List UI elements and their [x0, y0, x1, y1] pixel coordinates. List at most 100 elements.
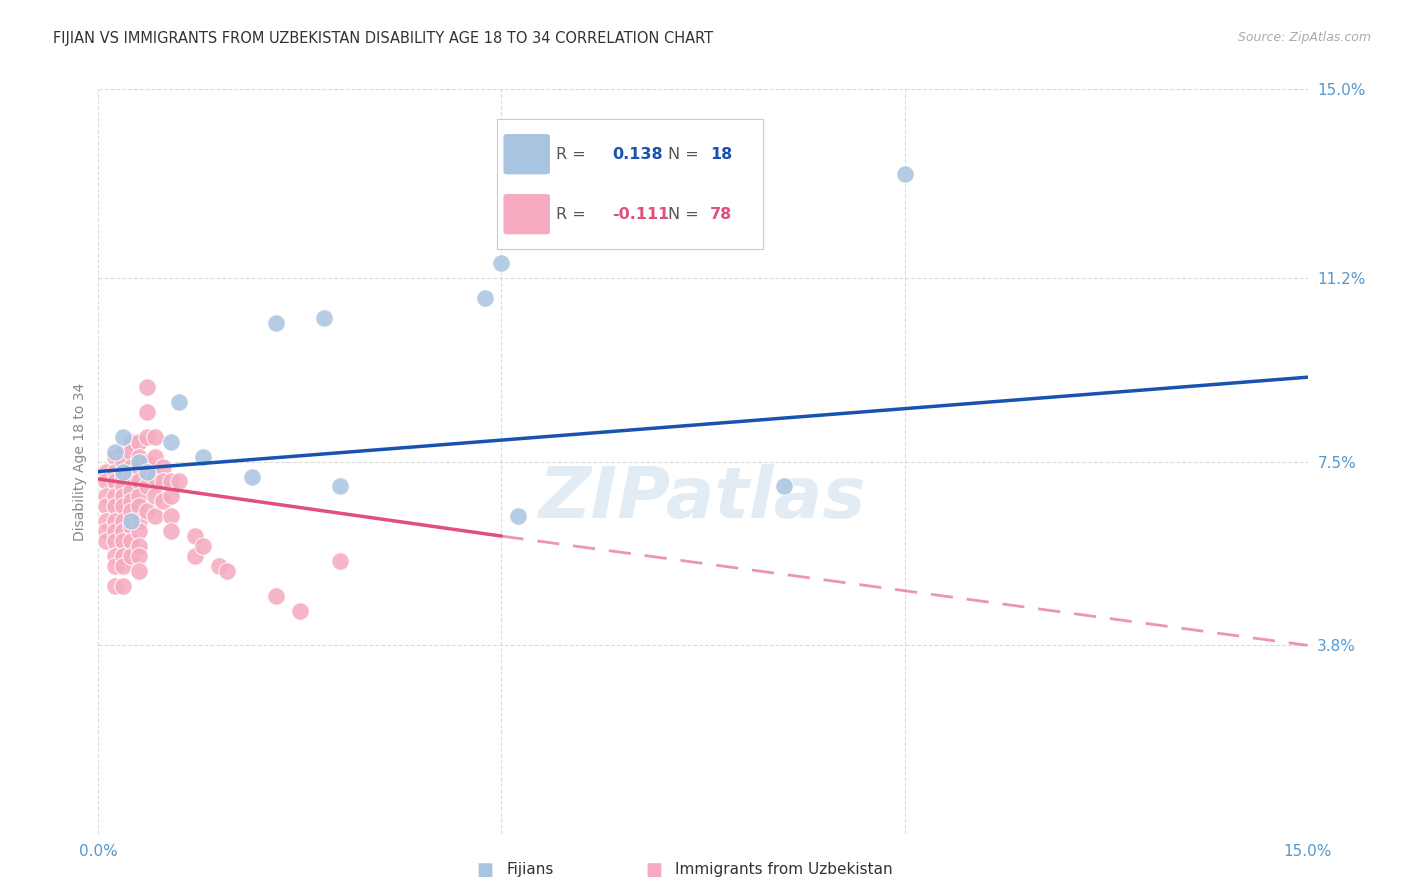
Point — [772, 479, 794, 493]
Point — [184, 529, 207, 543]
Point — [96, 524, 118, 538]
Text: Immigrants from Uzbekistan: Immigrants from Uzbekistan — [675, 863, 893, 877]
Point — [135, 465, 157, 479]
Point — [111, 430, 134, 444]
Point — [96, 534, 118, 549]
Point — [111, 558, 134, 573]
Text: Source: ZipAtlas.com: Source: ZipAtlas.com — [1237, 31, 1371, 45]
Point — [474, 291, 496, 305]
Point — [143, 430, 166, 444]
Point — [208, 558, 231, 573]
Point — [329, 554, 352, 568]
Point — [167, 395, 190, 409]
Point — [160, 489, 183, 503]
Point — [103, 450, 125, 464]
Point — [111, 524, 134, 538]
Point — [103, 500, 125, 514]
Point — [111, 454, 134, 468]
Point — [314, 310, 336, 325]
Point — [120, 549, 142, 563]
Point — [111, 579, 134, 593]
Point — [135, 430, 157, 444]
Point — [128, 434, 150, 449]
Point — [506, 509, 529, 524]
Point — [120, 519, 142, 533]
Point — [288, 603, 311, 617]
Text: Fijians: Fijians — [506, 863, 554, 877]
Point — [184, 549, 207, 563]
Point — [111, 489, 134, 503]
Point — [96, 475, 118, 489]
Point — [120, 469, 142, 483]
Point — [111, 465, 134, 479]
Point — [96, 465, 118, 479]
Point — [120, 434, 142, 449]
Point — [128, 539, 150, 553]
Point — [152, 475, 174, 489]
Point — [152, 459, 174, 474]
Point — [120, 514, 142, 528]
Point — [103, 489, 125, 503]
Point — [143, 450, 166, 464]
Point — [264, 316, 287, 330]
Point — [128, 475, 150, 489]
Point — [103, 475, 125, 489]
Point — [193, 539, 215, 553]
Point — [329, 479, 352, 493]
Point — [111, 500, 134, 514]
Point — [120, 459, 142, 474]
Point — [103, 465, 125, 479]
Point — [111, 549, 134, 563]
Text: ■: ■ — [477, 861, 494, 879]
Point — [135, 405, 157, 419]
Point — [120, 504, 142, 518]
Point — [135, 504, 157, 518]
Text: ZIPatlas: ZIPatlas — [540, 465, 866, 533]
Point — [135, 454, 157, 468]
Text: ■: ■ — [645, 861, 662, 879]
Point — [96, 489, 118, 503]
Point — [491, 256, 513, 270]
Point — [128, 500, 150, 514]
Point — [111, 444, 134, 458]
Point — [128, 454, 150, 468]
Point — [128, 564, 150, 578]
Point — [96, 514, 118, 528]
Point — [240, 469, 263, 483]
Text: FIJIAN VS IMMIGRANTS FROM UZBEKISTAN DISABILITY AGE 18 TO 34 CORRELATION CHART: FIJIAN VS IMMIGRANTS FROM UZBEKISTAN DIS… — [53, 31, 714, 46]
Point — [135, 380, 157, 394]
Point — [128, 459, 150, 474]
Point — [152, 494, 174, 508]
Point — [96, 500, 118, 514]
Point — [160, 434, 183, 449]
Point — [103, 534, 125, 549]
Point — [103, 444, 125, 458]
Point — [111, 469, 134, 483]
Point — [128, 489, 150, 503]
Point — [120, 534, 142, 549]
Point — [103, 558, 125, 573]
Point — [128, 450, 150, 464]
Point — [103, 579, 125, 593]
Point — [128, 549, 150, 563]
Point — [128, 524, 150, 538]
Point — [143, 489, 166, 503]
Point — [111, 479, 134, 493]
Point — [120, 484, 142, 499]
Point — [135, 479, 157, 493]
Point — [193, 450, 215, 464]
Point — [111, 514, 134, 528]
Point — [893, 167, 915, 181]
Point — [103, 524, 125, 538]
Point — [160, 509, 183, 524]
Point — [143, 469, 166, 483]
Point — [103, 514, 125, 528]
Point — [120, 444, 142, 458]
Point — [120, 494, 142, 508]
Point — [128, 514, 150, 528]
Point — [160, 524, 183, 538]
Point — [143, 509, 166, 524]
Y-axis label: Disability Age 18 to 34: Disability Age 18 to 34 — [73, 383, 87, 541]
Point — [111, 534, 134, 549]
Point — [264, 589, 287, 603]
